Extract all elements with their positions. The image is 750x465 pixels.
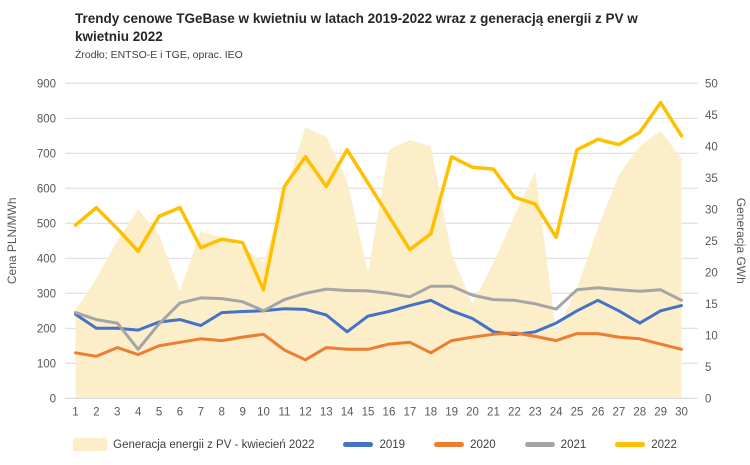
svg-text:10: 10 — [257, 406, 270, 418]
svg-text:15: 15 — [705, 299, 718, 311]
svg-text:15: 15 — [362, 406, 375, 418]
line-swatch-2019-icon — [343, 442, 374, 447]
svg-text:25: 25 — [571, 406, 584, 418]
svg-text:26: 26 — [592, 406, 605, 418]
svg-text:28: 28 — [633, 406, 646, 418]
svg-text:2: 2 — [93, 406, 99, 418]
svg-text:18: 18 — [424, 406, 437, 418]
svg-text:700: 700 — [37, 148, 56, 160]
svg-text:8: 8 — [219, 406, 225, 418]
svg-text:23: 23 — [529, 406, 542, 418]
svg-text:20: 20 — [466, 406, 479, 418]
svg-text:24: 24 — [550, 406, 563, 418]
svg-text:9: 9 — [239, 406, 245, 418]
legend-item-2020: 2020 — [434, 439, 496, 451]
chart-legend: Generacja energii z PV - kwiecień 2022 2… — [0, 438, 750, 451]
svg-text:35: 35 — [705, 173, 718, 185]
svg-text:6: 6 — [177, 406, 183, 418]
svg-text:17: 17 — [403, 406, 416, 418]
svg-text:14: 14 — [341, 406, 354, 418]
svg-text:400: 400 — [37, 253, 56, 265]
left-axis-tick-labels: 0 100 200 300 400 500 600 700 800 900 — [37, 78, 56, 405]
line-swatch-2022-icon — [615, 442, 646, 447]
series-line-2021 — [74, 284, 683, 351]
svg-text:11: 11 — [278, 406, 290, 418]
chart-title: Trendy cenowe TGeBase w kwietniu w latac… — [75, 11, 638, 45]
line-swatch-2020-icon — [434, 442, 465, 447]
svg-text:16: 16 — [383, 406, 396, 418]
line-swatch-2021-icon — [524, 442, 555, 447]
svg-text:21: 21 — [487, 406, 500, 418]
series-line-2022 — [73, 100, 684, 292]
svg-text:200: 200 — [37, 323, 56, 335]
legend-label-2022: 2022 — [651, 438, 677, 451]
svg-text:600: 600 — [37, 183, 56, 195]
svg-text:50: 50 — [705, 78, 718, 90]
legend-label-2021: 2021 — [560, 438, 587, 451]
svg-text:30: 30 — [675, 406, 688, 418]
svg-text:12: 12 — [299, 406, 312, 418]
svg-text:40: 40 — [705, 141, 718, 153]
chart-header: Trendy cenowe TGeBase w kwietniu w latac… — [75, 10, 695, 61]
x-axis-tick-labels: 1 2 3 4 5 6 7 8 9 10 11 12 13 14 15 16 17 18 19 20 21 22 23 24 2… — [72, 406, 688, 418]
svg-text:900: 900 — [37, 78, 56, 90]
chart-source: Źrodło; ENTSO-E i TGE, oprac. IEO — [75, 49, 243, 62]
svg-text:45: 45 — [705, 110, 718, 122]
plot-area: 0100200300400500600700800900051015202530… — [5, 78, 748, 418]
svg-text:3: 3 — [114, 406, 120, 418]
legend-item-2022: 2022 — [615, 439, 677, 451]
svg-text:22: 22 — [508, 406, 521, 418]
svg-text:800: 800 — [37, 113, 56, 125]
legend-label-pv: Generacja energii z PV - kwiecień 2022 — [113, 438, 315, 451]
svg-text:0: 0 — [50, 393, 56, 405]
svg-text:100: 100 — [37, 358, 56, 370]
legend-item-2019: 2019 — [343, 439, 405, 451]
svg-text:13: 13 — [320, 406, 333, 418]
svg-text:5: 5 — [705, 362, 711, 374]
svg-text:27: 27 — [612, 406, 625, 418]
svg-text:500: 500 — [37, 218, 56, 230]
svg-text:19: 19 — [445, 406, 458, 418]
svg-text:300: 300 — [37, 288, 56, 300]
series-line-2020 — [74, 331, 683, 362]
svg-text:4: 4 — [135, 406, 142, 418]
svg-text:1: 1 — [72, 406, 78, 418]
svg-text:5: 5 — [156, 406, 162, 418]
svg-text:10: 10 — [705, 330, 718, 342]
svg-text:20: 20 — [705, 267, 718, 279]
svg-text:29: 29 — [654, 406, 667, 418]
pv-generation-area — [75, 127, 682, 399]
legend-label-2020: 2020 — [470, 438, 496, 451]
legend-item-2021: 2021 — [524, 438, 587, 451]
svg-text:30: 30 — [705, 204, 718, 216]
svg-text:0: 0 — [705, 393, 711, 405]
right-axis-title: Generacja GWh — [734, 198, 748, 284]
right-axis-tick-labels: 0 5 10 15 20 25 30 35 40 45 50 — [705, 78, 718, 405]
left-axis-title: Cena PLN/MWh — [5, 197, 19, 284]
pv-area-swatch-icon — [73, 438, 108, 451]
svg-text:25: 25 — [705, 236, 718, 248]
legend-label-2019: 2019 — [379, 438, 406, 451]
series-line-2019 — [74, 298, 683, 337]
legend-item-pv-generation: Generacja energii z PV - kwiecień 2022 — [73, 438, 314, 451]
svg-text:7: 7 — [198, 406, 204, 418]
